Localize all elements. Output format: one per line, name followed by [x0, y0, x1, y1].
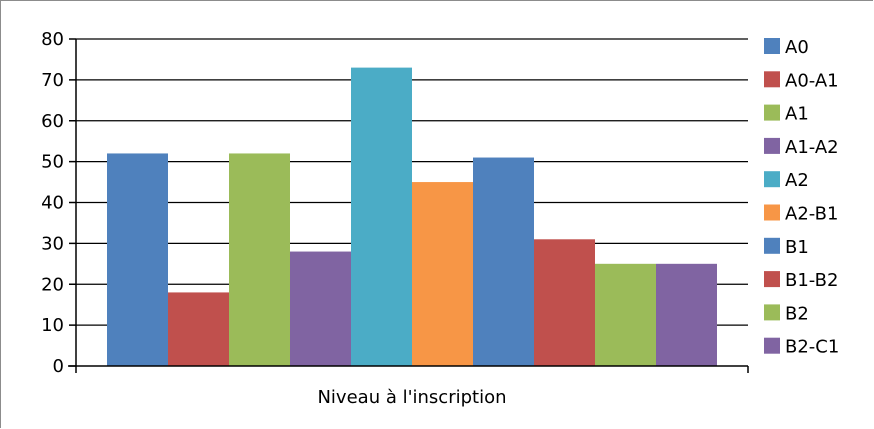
bar-b1 [473, 157, 534, 366]
legend-label-b2: B2 [785, 303, 809, 324]
y-tick-label: 80 [41, 29, 64, 50]
x-axis-label: Niveau à l'inscription [317, 387, 506, 408]
bar-a1 [229, 153, 290, 366]
legend-label-b1-b2: B1-B2 [785, 270, 838, 291]
y-tick-label: 40 [41, 193, 64, 214]
bar-a2-b1 [412, 182, 473, 366]
y-tick-label: 20 [41, 274, 64, 295]
legend-label-a1: A1 [785, 104, 809, 125]
bar-b2 [595, 263, 656, 366]
bar-b1-b2 [534, 239, 595, 366]
legend-label-a0: A0 [785, 37, 809, 58]
legend: A0 A0-A1 A1 A1-A2 A2 A2-B1 B1 B1-B2 B2 B2-C1 [764, 37, 839, 358]
bars [107, 67, 717, 367]
legend-swatch-b1-b2 [764, 271, 780, 288]
y-tick-label: 50 [41, 152, 64, 173]
legend-swatch-a1 [764, 104, 780, 121]
bar-a0 [107, 153, 168, 366]
y-tick-label: 30 [41, 233, 64, 254]
legend-label-a1-a2: A1-A2 [785, 137, 839, 158]
bar-a1-a2 [290, 251, 351, 366]
legend-label-b1: B1 [785, 237, 809, 258]
legend-label-a2: A2 [785, 170, 809, 191]
y-tick-label: 0 [53, 356, 64, 377]
legend-swatch-b1 [764, 237, 780, 254]
y-tick-label: 60 [41, 111, 64, 132]
legend-swatch-a0 [764, 38, 780, 54]
axes [68, 38, 749, 373]
legend-label-a0-a1: A0-A1 [785, 70, 839, 91]
y-tick-label: 70 [41, 70, 64, 91]
legend-swatch-b2-c1 [764, 337, 780, 354]
bar-a0-a1 [168, 292, 229, 366]
y-tick-label: 10 [41, 315, 64, 336]
legend-swatch-a2-b1 [764, 204, 780, 221]
bar-b2-c1 [656, 263, 717, 366]
legend-swatch-a2 [764, 171, 780, 188]
legend-label-a2-b1: A2-B1 [785, 204, 838, 225]
legend-label-b2-c1: B2-C1 [785, 337, 839, 358]
legend-swatch-a1-a2 [764, 137, 780, 154]
legend-swatch-a0-a1 [764, 71, 780, 88]
bar-a2 [351, 67, 412, 367]
y-tick-labels: 0 10 20 30 40 50 60 70 80 [41, 29, 64, 377]
legend-swatch-b2 [764, 304, 780, 321]
